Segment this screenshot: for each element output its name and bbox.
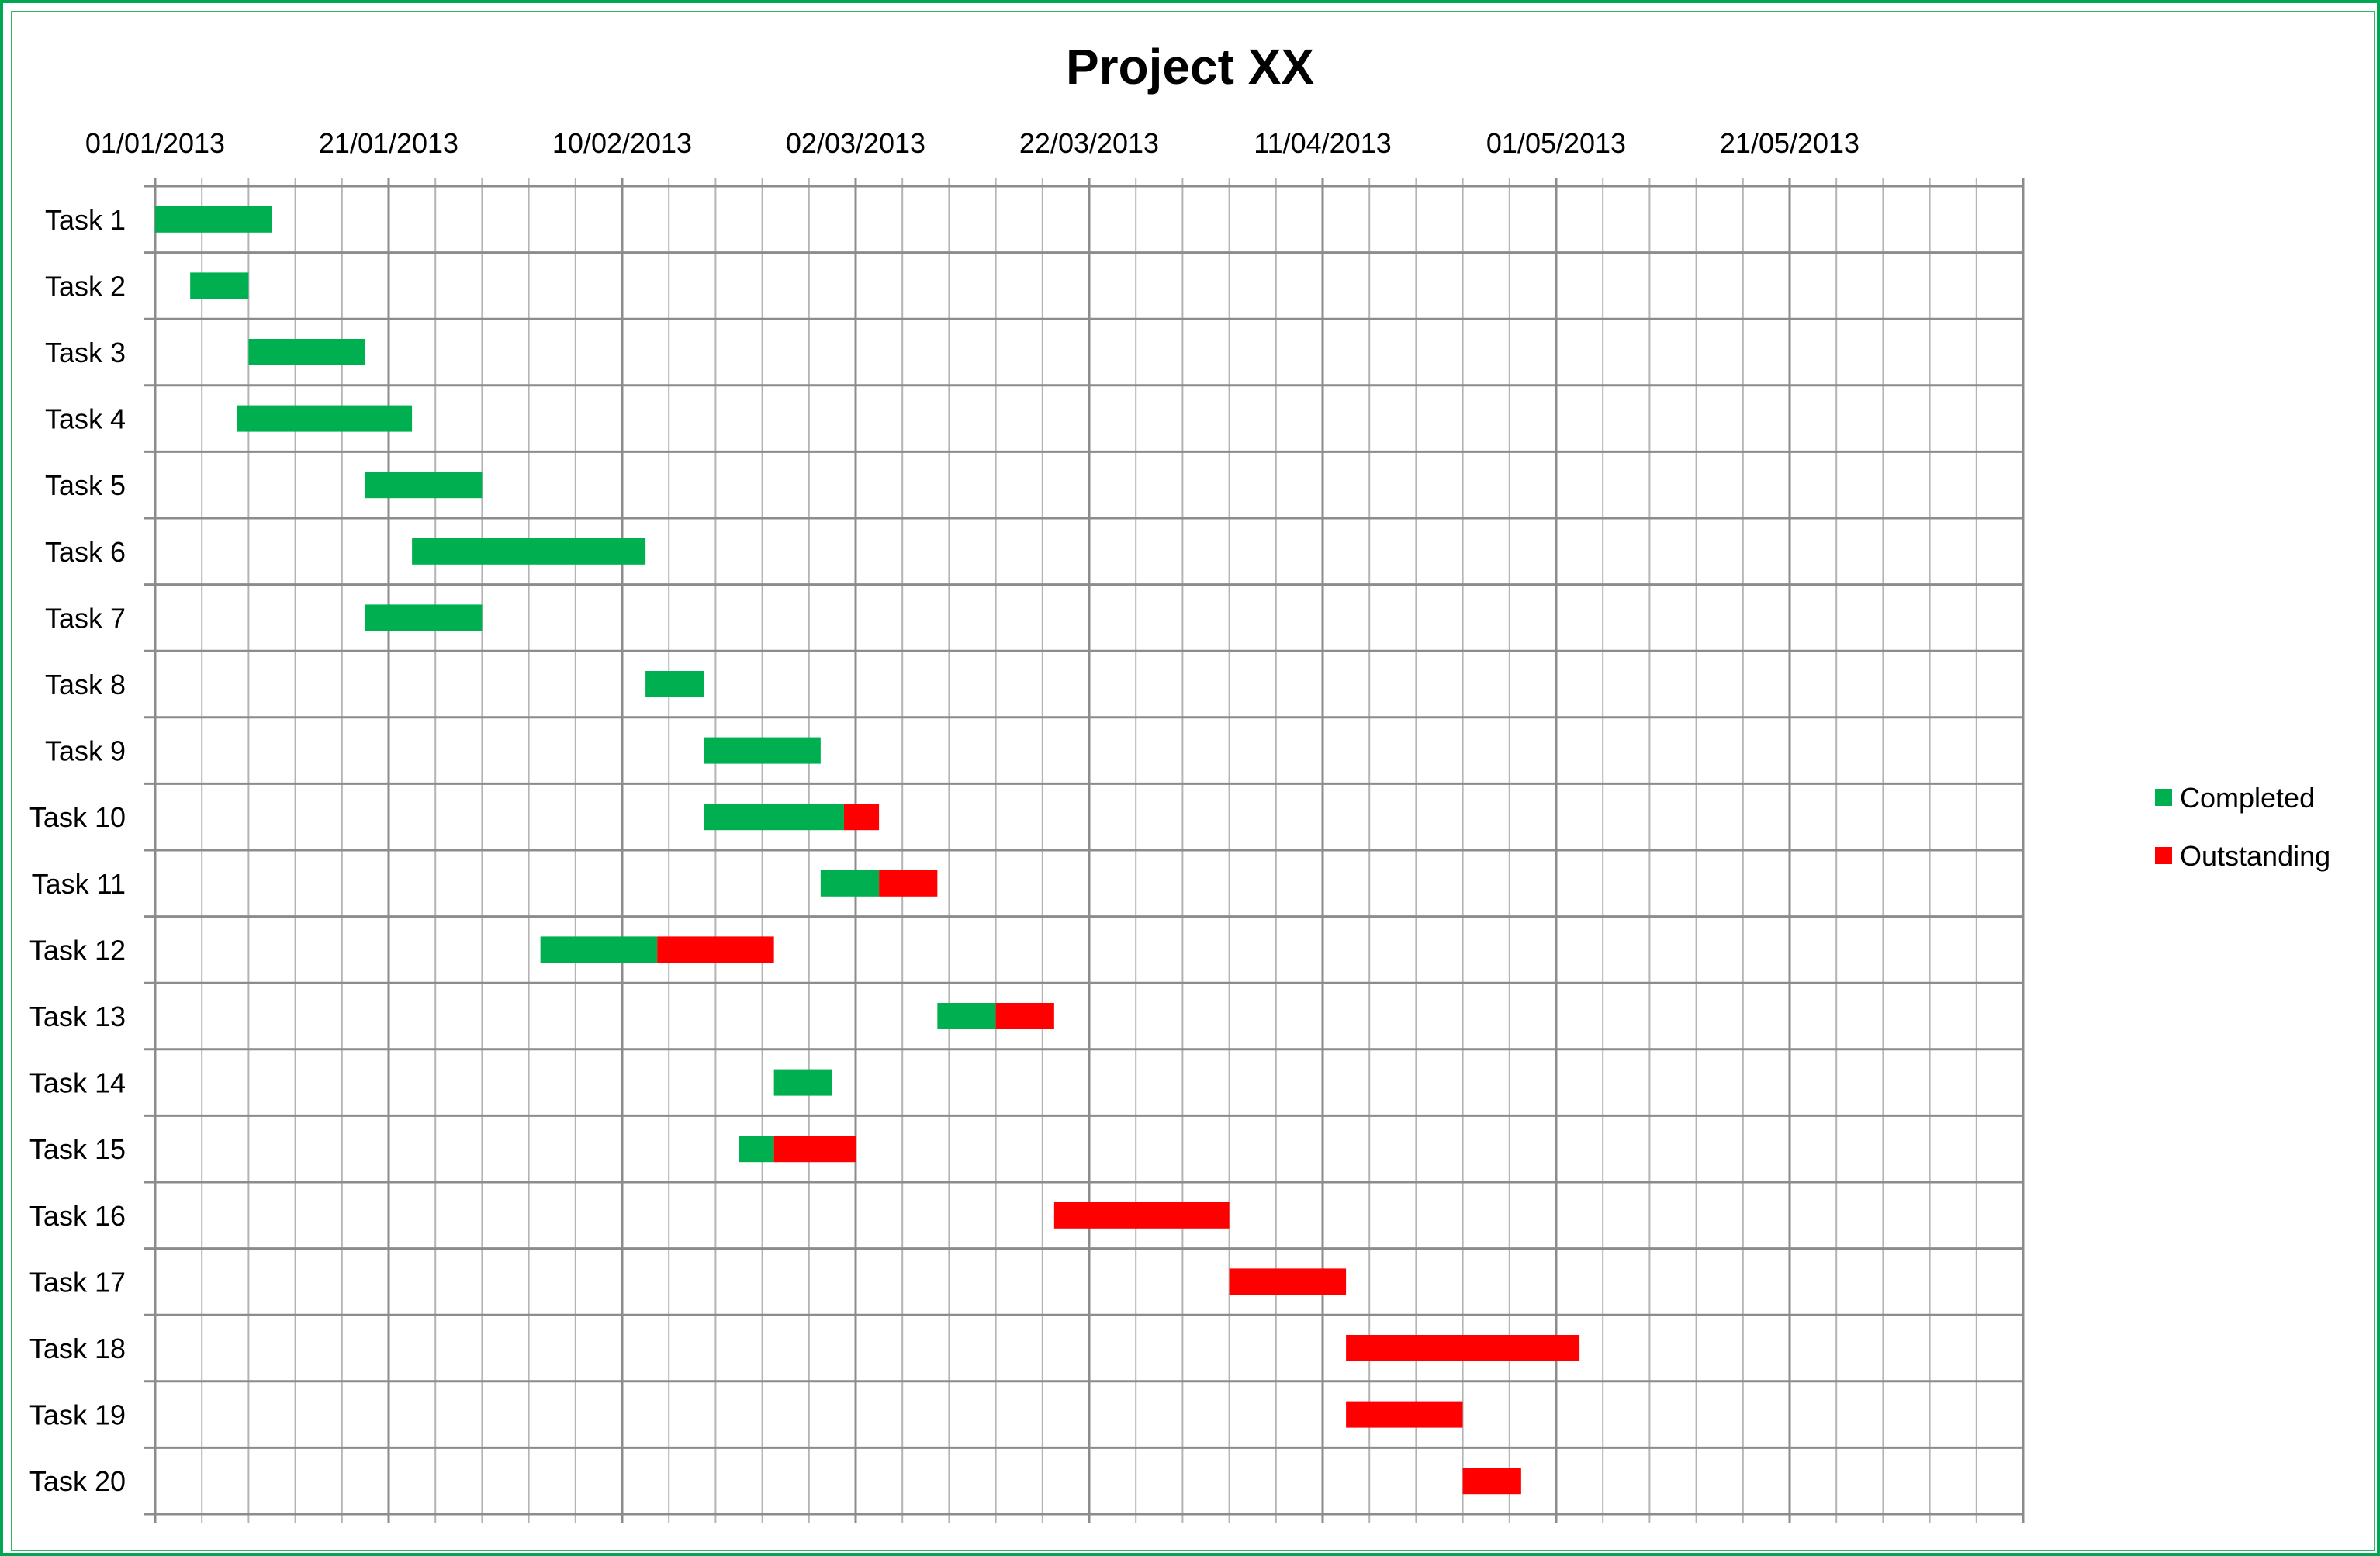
x-axis-tick-labels: 01/01/2013 21/01/2013 10/02/2013 02/03/2013… [85, 127, 1859, 159]
completed-bar [237, 405, 413, 432]
task-label: Task 14 [29, 1067, 126, 1099]
legend: Completed Outstanding [2155, 782, 2330, 872]
outstanding-bar [1346, 1401, 1463, 1428]
legend-swatch [2155, 847, 2172, 864]
completed-bar [820, 870, 880, 897]
completed-bar [704, 737, 821, 764]
outstanding-bar [1229, 1268, 1347, 1295]
completed-bar [704, 804, 844, 831]
completed-bar [190, 272, 249, 299]
task-label: Task 11 [32, 868, 126, 900]
task-label: Task 13 [29, 1001, 126, 1032]
task-label: Task 2 [45, 270, 126, 302]
task-label: Task 10 [29, 801, 126, 833]
completed-bar [773, 1069, 832, 1096]
outstanding-bar [1346, 1335, 1580, 1361]
task-label: Task 18 [29, 1333, 126, 1364]
task-label: Task 19 [29, 1399, 126, 1431]
completed-bar [645, 671, 704, 697]
x-tick-label: 21/05/2013 [1720, 127, 1859, 159]
legend-label: Outstanding [2180, 840, 2330, 872]
bars [155, 206, 1580, 1495]
chart-title: Project XX [1066, 39, 1314, 95]
x-tick-label: 10/02/2013 [552, 127, 692, 159]
x-tick-label: 01/05/2013 [1486, 127, 1626, 159]
x-tick-label: 22/03/2013 [1019, 127, 1159, 159]
grid [144, 178, 2025, 1523]
x-tick-label: 11/04/2013 [1254, 127, 1392, 159]
y-axis-task-labels: Task 1 Task 2 Task 3 Task 4 Task 5 Task 6 Task… [29, 204, 126, 1497]
legend-label: Completed [2180, 782, 2315, 814]
task-label: Task 5 [45, 469, 126, 501]
task-label: Task 20 [29, 1465, 126, 1497]
completed-bar [937, 1003, 996, 1029]
completed-bar [248, 339, 365, 365]
outstanding-bar [995, 1003, 1054, 1029]
outstanding-bar [1053, 1202, 1230, 1229]
completed-bar [412, 538, 646, 565]
task-label: Task 7 [45, 602, 126, 634]
outstanding-bar [657, 936, 774, 963]
outstanding-bar [879, 870, 938, 897]
outstanding-bar [773, 1136, 856, 1163]
completed-bar [155, 206, 272, 233]
x-tick-label: 21/01/2013 [319, 127, 458, 159]
legend-swatch [2155, 789, 2172, 806]
task-label: Task 4 [45, 403, 126, 435]
completed-bar [365, 604, 483, 631]
inner-frame [11, 11, 2375, 1551]
task-label: Task 17 [29, 1266, 126, 1298]
x-tick-label: 01/01/2013 [85, 127, 225, 159]
task-label: Task 6 [45, 536, 126, 568]
x-tick-label: 02/03/2013 [786, 127, 925, 159]
task-label: Task 16 [29, 1200, 126, 1232]
completed-bar [739, 1136, 774, 1163]
outstanding-bar [1462, 1468, 1521, 1495]
task-label: Task 9 [45, 735, 126, 767]
completed-bar [365, 472, 483, 499]
task-label: Task 15 [29, 1133, 126, 1165]
completed-bar [540, 936, 658, 963]
task-label: Task 1 [45, 204, 126, 236]
task-label: Task 8 [45, 669, 126, 700]
task-label: Task 12 [29, 934, 126, 966]
outstanding-bar [843, 804, 880, 831]
task-label: Task 3 [45, 337, 126, 368]
